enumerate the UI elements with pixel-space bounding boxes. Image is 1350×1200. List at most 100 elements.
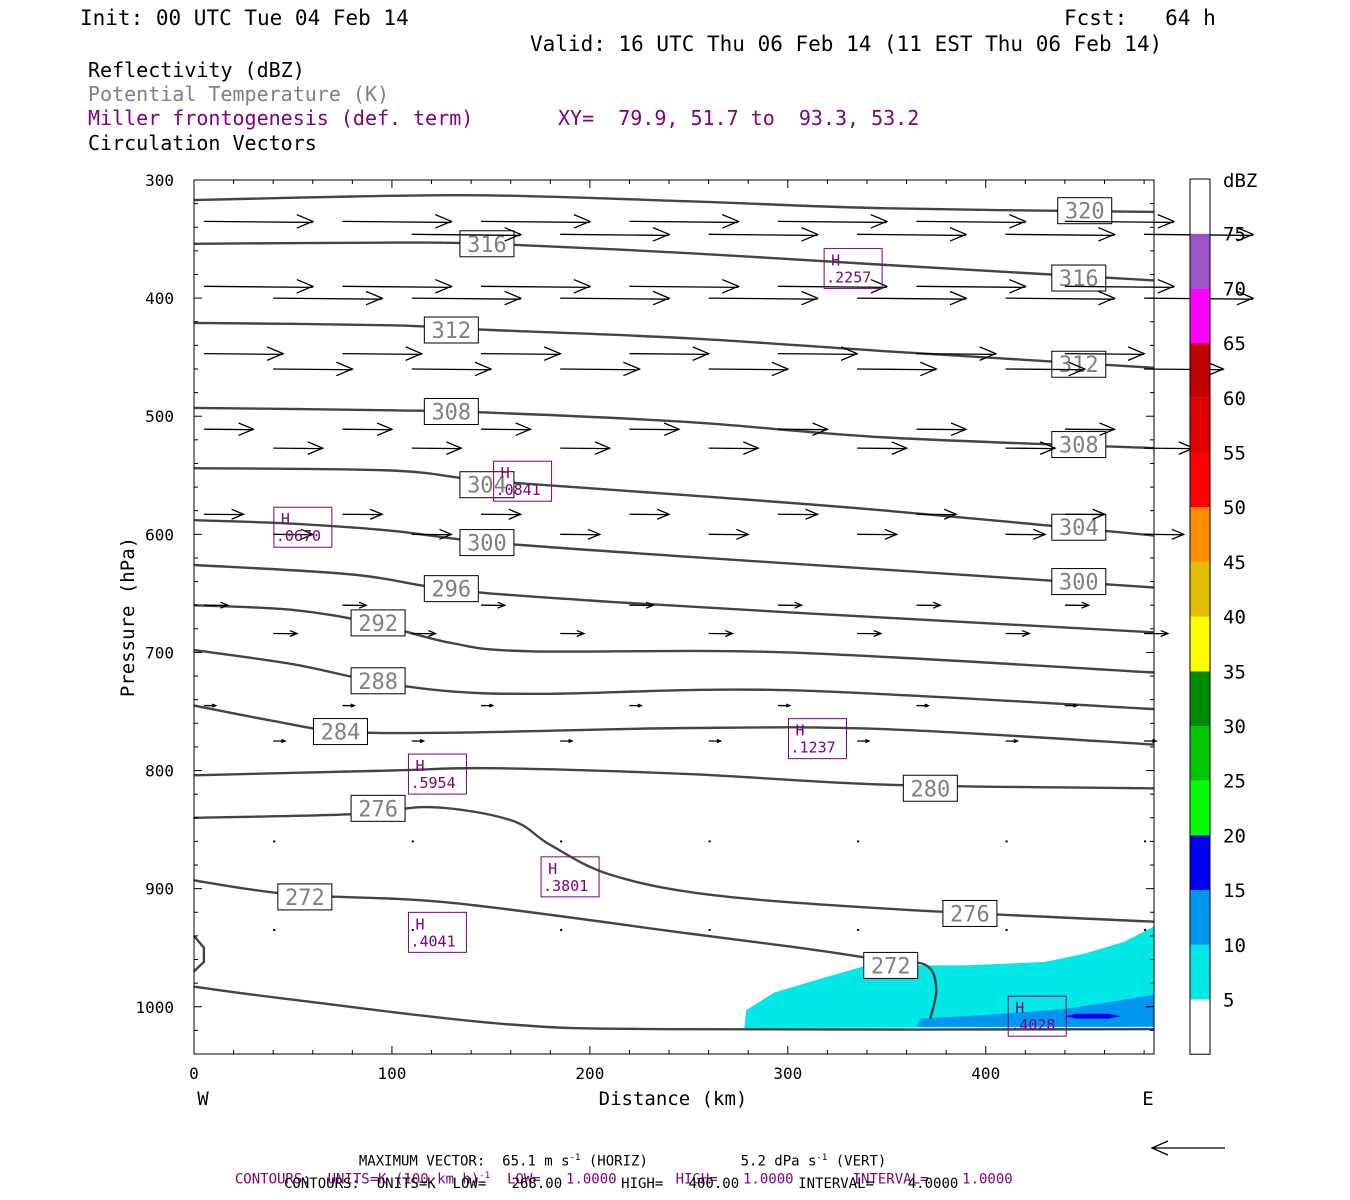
vector-head bbox=[428, 629, 438, 638]
vector-head bbox=[369, 508, 384, 520]
vector-head bbox=[794, 601, 804, 609]
vector-12-2 bbox=[481, 703, 495, 708]
y-tick-label-400: 400 bbox=[145, 289, 174, 308]
vector-14-6 bbox=[1144, 840, 1147, 843]
colorbar-label-5: 5 bbox=[1223, 990, 1234, 1012]
vector-head bbox=[722, 278, 741, 294]
colorbar-swatch-40 bbox=[1190, 561, 1210, 617]
vector-shaft bbox=[481, 220, 590, 224]
vector-9-4 bbox=[857, 528, 899, 540]
vector-head bbox=[716, 738, 723, 744]
theta-label-304-b: 304 bbox=[1059, 516, 1099, 541]
vector-8-3 bbox=[629, 508, 671, 520]
vector-head bbox=[587, 528, 602, 540]
vector-13-4 bbox=[857, 738, 871, 744]
vector-head bbox=[865, 738, 871, 744]
vector-head bbox=[573, 214, 592, 229]
frontogenesis-high-letter: H bbox=[548, 860, 557, 878]
vector-head bbox=[474, 361, 493, 377]
colorbar-swatch-65 bbox=[1190, 288, 1210, 344]
y-tick-label-900: 900 bbox=[145, 880, 174, 899]
theta-contour-304 bbox=[193, 467, 1155, 537]
theta-contour-nub bbox=[193, 935, 206, 973]
vector-0-3 bbox=[629, 214, 741, 229]
reflectivity-area-5dbz bbox=[744, 926, 1154, 1028]
theta-label-box-284 bbox=[312, 718, 368, 746]
vector-head bbox=[576, 629, 586, 638]
vector-5-5 bbox=[1005, 361, 1087, 377]
vector-14-4 bbox=[857, 840, 860, 843]
vector-4-4 bbox=[777, 346, 859, 361]
frontogenesis-high-box bbox=[493, 460, 553, 502]
vector-shaft bbox=[481, 285, 590, 289]
vector-head bbox=[1009, 214, 1028, 229]
vector-15-0 bbox=[273, 928, 276, 931]
reflectivity-area-15dbz bbox=[1064, 1013, 1121, 1019]
frontogenesis-high-0: H.0670 bbox=[273, 506, 333, 548]
vector-shaft bbox=[629, 352, 709, 356]
theta-label-300: 300 bbox=[467, 532, 507, 557]
frontogenesis-high-letter: H bbox=[501, 464, 510, 482]
vector-3-4 bbox=[857, 290, 968, 306]
vector-5-2 bbox=[560, 361, 642, 377]
vector-head bbox=[573, 278, 592, 294]
theta-label-box-272-b bbox=[863, 951, 919, 979]
vector-shaft bbox=[342, 220, 452, 224]
frontogenesis-high-value: .1237 bbox=[791, 739, 836, 757]
theta-label-316: 316 bbox=[467, 233, 507, 258]
frontogenesis-highs: H.0670H.0841H.2257H.1237H.5954H.3801H.40… bbox=[273, 248, 1067, 1037]
theta-label-box-312 bbox=[423, 316, 479, 344]
vector-head bbox=[924, 703, 931, 708]
colorbar-swatch-25 bbox=[1190, 726, 1210, 781]
frontogenesis-high-letter: H bbox=[281, 510, 290, 528]
vector-head bbox=[932, 601, 942, 609]
colorbar-label-25: 25 bbox=[1223, 771, 1246, 793]
vector-3-5 bbox=[1005, 290, 1117, 306]
vector-6-1 bbox=[342, 422, 394, 437]
colorbar-swatch-10 bbox=[1190, 890, 1210, 945]
vector-11-3 bbox=[708, 629, 735, 638]
vector-head bbox=[211, 703, 218, 708]
theta-label-box-276-b bbox=[942, 899, 998, 927]
x-axis-title: Distance (km) bbox=[599, 1088, 748, 1110]
vector-head bbox=[446, 441, 463, 455]
vector-12-0 bbox=[203, 703, 218, 708]
theta-label-box-304-b bbox=[1051, 513, 1107, 541]
frontogenesis-high-box bbox=[273, 506, 333, 548]
vector-head bbox=[805, 508, 820, 520]
theta-contour-284 bbox=[193, 704, 1155, 746]
theta-label-284: 284 bbox=[321, 721, 361, 746]
vector-15-5 bbox=[1005, 928, 1008, 931]
theta-label-box-296 bbox=[423, 575, 479, 603]
colorbar-swatch-30 bbox=[1190, 671, 1210, 726]
vector-15-4 bbox=[857, 928, 860, 931]
vector-shaft bbox=[203, 285, 313, 289]
frontogenesis-high-box bbox=[407, 911, 467, 953]
vector-13-3 bbox=[708, 738, 723, 744]
vector-6-0 bbox=[203, 422, 256, 437]
vector-14-0 bbox=[273, 840, 276, 843]
colorbar-swatch-75 bbox=[1190, 179, 1210, 234]
theta-label-272-b: 272 bbox=[871, 954, 911, 979]
vector-head bbox=[568, 738, 574, 744]
vector-head bbox=[497, 601, 507, 609]
vector-2-3 bbox=[629, 278, 741, 294]
colorbar-frame bbox=[1189, 178, 1211, 1055]
theta-label-box-280 bbox=[902, 774, 958, 802]
vector-5-0 bbox=[273, 361, 355, 377]
vector-shaft bbox=[1144, 368, 1224, 371]
theta-contour-320 bbox=[193, 193, 1155, 214]
vector-10-2 bbox=[481, 601, 507, 609]
theta-contour-292 bbox=[193, 604, 1155, 674]
vector-13-0 bbox=[273, 738, 287, 744]
vector-head bbox=[543, 346, 562, 361]
vector-3-2 bbox=[560, 290, 671, 306]
x-tick-label-0: 0 bbox=[189, 1064, 199, 1083]
vector-1-2 bbox=[708, 227, 820, 242]
vector-8-0 bbox=[203, 508, 246, 520]
theta-label-box-320 bbox=[1057, 197, 1113, 225]
theta-contour-308 bbox=[193, 406, 1155, 450]
theta-label-296: 296 bbox=[431, 578, 471, 603]
theta-label-308-b: 308 bbox=[1059, 434, 1099, 459]
vector-4-3 bbox=[629, 346, 711, 361]
